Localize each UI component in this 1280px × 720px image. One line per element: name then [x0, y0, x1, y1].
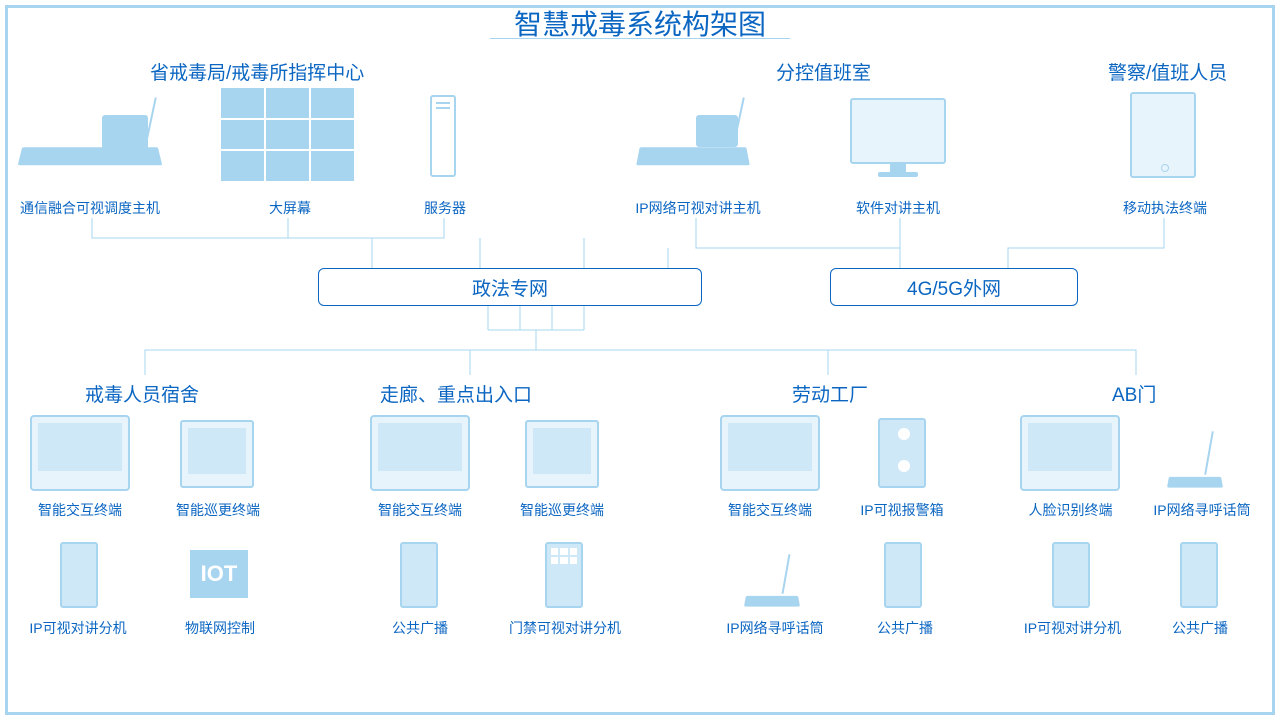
- connector-lines: [0, 0, 1280, 720]
